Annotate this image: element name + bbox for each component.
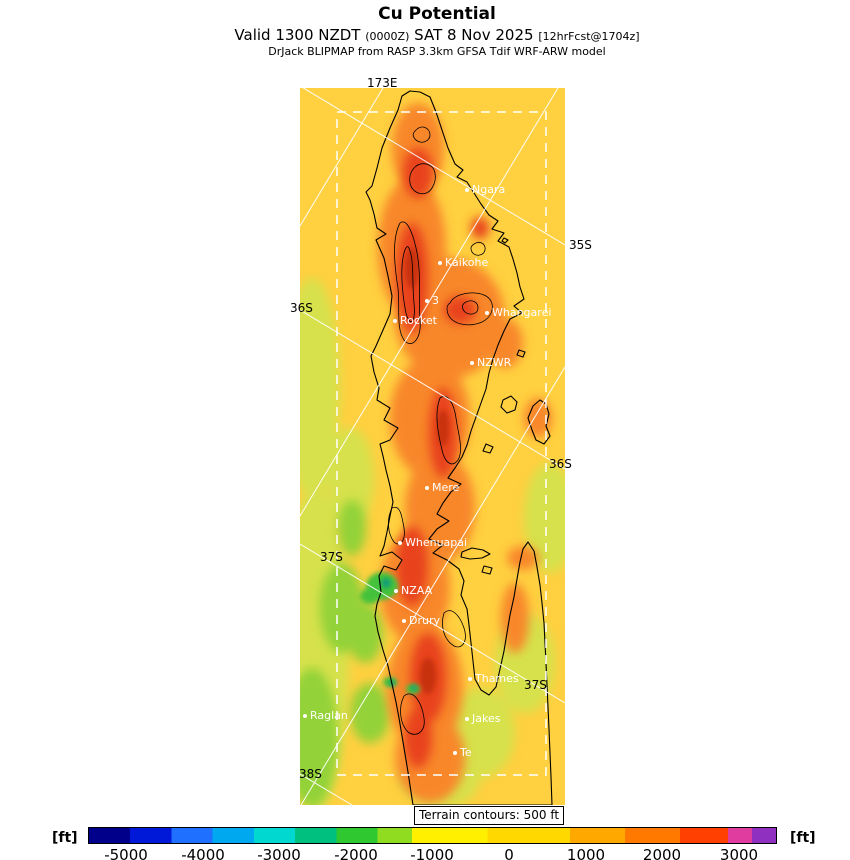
place-marker [425, 299, 429, 303]
island-ponui [481, 565, 493, 575]
place-marker [465, 188, 469, 192]
place-marker [394, 589, 398, 593]
colorbar-unit-right: [ft] [790, 830, 816, 846]
place-jakes: Jakes [465, 713, 500, 725]
place-kaikohe: Kaikohe [438, 257, 488, 269]
lift-shading-teal [381, 578, 417, 691]
place-marker [398, 541, 402, 545]
island-bay-of-islands [501, 237, 509, 244]
grid-label-173e: 173E [367, 76, 398, 90]
colorbar-tick: -4000 [181, 846, 225, 860]
colorbar-gradient [88, 827, 777, 844]
grid-label-37s-right: 37S [524, 678, 547, 692]
place-marker [465, 717, 469, 721]
valid-zulu: (0000Z) [365, 30, 410, 43]
place-marker [468, 677, 472, 681]
place-rocket: Rocket [393, 315, 437, 327]
lift-shading-green [300, 500, 390, 805]
place-nzwr: NZWR [470, 357, 511, 369]
grid-label-38s: 38S [299, 767, 322, 781]
island-little-barrier [500, 395, 518, 414]
island-kawau [482, 443, 494, 454]
grid-label-36s-left: 36S [290, 301, 313, 315]
colorbar-tick: -2000 [334, 846, 378, 860]
grid-label-36s-right: 36S [549, 457, 572, 471]
place-te: Te [453, 747, 472, 759]
colorbar-tick: 3000 [719, 846, 759, 860]
place-marker [470, 361, 474, 365]
place-marker [438, 261, 442, 265]
place-whenuapai: Whenuapai [398, 537, 467, 549]
place-marker [303, 714, 307, 718]
colorbar-tick: 2000 [642, 846, 682, 860]
coastline [365, 90, 553, 805]
place-marker [402, 619, 406, 623]
place-thames: Thames [468, 673, 519, 685]
colorbar-tick: -1000 [410, 846, 454, 860]
colorbar-tick: -3000 [257, 846, 301, 860]
header: Cu Potential Valid 1300 NZDT (0000Z) SAT… [12, 4, 850, 58]
place-nzaa: NZAA [394, 585, 432, 597]
island-hen-chickens [516, 349, 526, 358]
domain-boundary-box [336, 111, 547, 776]
model-line: DrJack BLIPMAP from RASP 3.3km GFSA Tdif… [268, 45, 606, 58]
grid-label-37s-left: 37S [320, 550, 343, 564]
terrain-note: Terrain contours: 500 ft [414, 806, 564, 825]
valid-date: SAT 8 Nov 2025 [414, 26, 534, 44]
lift-shading-red-clip [396, 148, 489, 768]
colorbar-tick: 0 [504, 846, 514, 860]
map-canvas [300, 88, 565, 805]
place-marker [425, 486, 429, 490]
grid-label-35s: 35S [569, 238, 592, 252]
place-mere: Mere [425, 482, 459, 494]
place-marker [485, 311, 489, 315]
chart-title: Cu Potential [378, 4, 496, 24]
place-marker [453, 751, 457, 755]
place-marker [393, 319, 397, 323]
colorbar-unit-left: [ft] [52, 830, 78, 846]
valid-prefix: Valid 1300 NZDT [234, 26, 361, 44]
colorbar-tick: 1000 [566, 846, 606, 860]
place-ngara: Ngara [465, 184, 505, 196]
terrain-contour-lines [388, 126, 493, 735]
forecast-tag: [12hrFcst@1704z] [538, 30, 640, 43]
colorbar-tick: -5000 [104, 846, 148, 860]
island-waiheke [460, 547, 491, 560]
place-raglan: Raglan [303, 710, 348, 722]
valid-time-line: Valid 1300 NZDT (0000Z) SAT 8 Nov 2025 [… [12, 26, 850, 44]
place-whangarei: Whangarei [485, 307, 551, 319]
lift-shading-deepred [405, 248, 449, 694]
place-drury: Drury [402, 615, 440, 627]
place-3: 3 [425, 295, 439, 307]
